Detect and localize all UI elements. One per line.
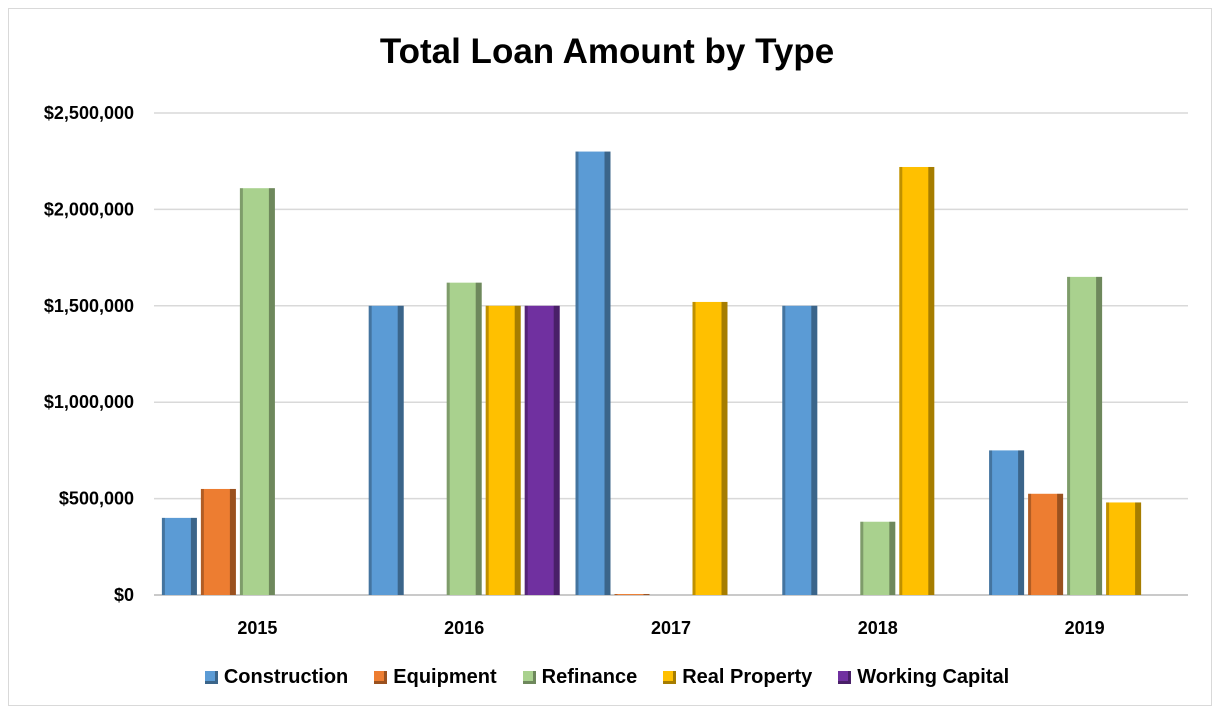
legend-swatch <box>374 671 388 684</box>
bar-edge <box>782 305 786 595</box>
bar-edge <box>524 305 528 595</box>
bar-edge <box>614 594 618 596</box>
chart-title: Total Loan Amount by Type <box>379 32 835 71</box>
legend-label: Construction <box>223 666 349 688</box>
legend-swatch <box>204 671 218 684</box>
y-tick-label: $0 <box>114 585 134 605</box>
bar-edge <box>161 517 165 595</box>
bar-body <box>446 282 482 595</box>
bar <box>782 305 818 595</box>
bar-edge <box>989 450 993 595</box>
bar-shade <box>721 301 728 595</box>
bar-body <box>1028 493 1064 595</box>
bar <box>524 305 560 595</box>
bar-body <box>368 305 404 595</box>
bar-shade <box>553 305 560 595</box>
bar-shade <box>928 166 935 595</box>
x-tick-label: 2018 <box>858 618 898 638</box>
bar-edge <box>899 166 903 595</box>
legend-swatch <box>838 671 852 684</box>
chart-frame <box>8 8 1212 706</box>
bar <box>860 521 896 595</box>
bar-edge <box>200 488 204 595</box>
bar-body <box>524 305 560 595</box>
bar <box>899 166 935 595</box>
bar <box>239 188 275 595</box>
bar <box>575 151 611 595</box>
bar-edge <box>692 301 696 595</box>
bar-body <box>692 301 728 595</box>
bar-shade <box>1018 450 1025 595</box>
x-tick-label: 2015 <box>237 618 277 638</box>
bar <box>485 305 521 595</box>
bar-shade <box>475 282 482 595</box>
bar <box>614 594 650 596</box>
legend-item: Refinance <box>522 666 638 689</box>
bar-shade <box>268 188 275 595</box>
x-tick-label: 2017 <box>651 618 691 638</box>
bar-shade <box>514 305 521 595</box>
bar <box>692 301 728 595</box>
x-tick-label: 2016 <box>444 618 484 638</box>
chart-legend: Construction Equipment Refinance Real Prope… <box>0 666 1214 689</box>
legend-label: Refinance <box>541 666 638 688</box>
y-tick-label: $2,500,000 <box>44 103 134 123</box>
bar-edge <box>368 305 372 595</box>
bar-edge <box>575 151 579 595</box>
bar-edge <box>860 521 864 595</box>
bar-shade <box>1057 493 1064 595</box>
bar-edge <box>1067 276 1071 595</box>
legend-item: Equipment <box>374 666 497 689</box>
bar-body <box>485 305 521 595</box>
bar-shade <box>1096 276 1103 595</box>
legend-item: Working Capital <box>838 666 1009 689</box>
bar <box>1028 493 1064 595</box>
bar-edge <box>446 282 450 595</box>
bar-body <box>782 305 818 595</box>
legend-item: Real Property <box>663 666 812 689</box>
bar <box>446 282 482 595</box>
bar-body <box>989 450 1025 595</box>
bar <box>161 517 197 595</box>
bar-body <box>575 151 611 595</box>
bar-body <box>239 188 275 595</box>
x-tick-label: 2019 <box>1065 618 1105 638</box>
bar-body <box>200 488 236 595</box>
bar-shade <box>190 517 197 595</box>
legend-swatch <box>663 671 677 684</box>
bar-body <box>614 594 650 596</box>
bar-shade <box>229 488 236 595</box>
legend-label: Equipment <box>393 666 497 688</box>
bar-edge <box>485 305 489 595</box>
bar <box>1067 276 1103 595</box>
bar-body <box>899 166 935 595</box>
bar-edge <box>1028 493 1032 595</box>
bar-shade <box>643 594 650 596</box>
bar <box>989 450 1025 595</box>
bar-shade <box>811 305 818 595</box>
bar <box>368 305 404 595</box>
bar-shade <box>1135 502 1142 595</box>
legend-label: Working Capital <box>857 666 1010 688</box>
legend-item: Construction <box>204 666 349 689</box>
bar <box>1106 502 1142 595</box>
y-tick-label: $1,500,000 <box>44 296 134 316</box>
bar-shade <box>397 305 404 595</box>
y-tick-label: $500,000 <box>59 489 134 509</box>
bar-body <box>860 521 896 595</box>
bar-edge <box>1106 502 1110 595</box>
bar-body <box>161 517 197 595</box>
bar-shade <box>604 151 611 595</box>
bar-body <box>1106 502 1142 595</box>
bar-edge <box>239 188 243 595</box>
y-tick-label: $2,000,000 <box>44 199 134 219</box>
legend-swatch <box>522 671 536 684</box>
bar-shade <box>889 521 896 595</box>
bar <box>200 488 236 595</box>
y-tick-label: $1,000,000 <box>44 392 134 412</box>
legend-label: Real Property <box>682 666 813 688</box>
bar-body <box>1067 276 1103 595</box>
